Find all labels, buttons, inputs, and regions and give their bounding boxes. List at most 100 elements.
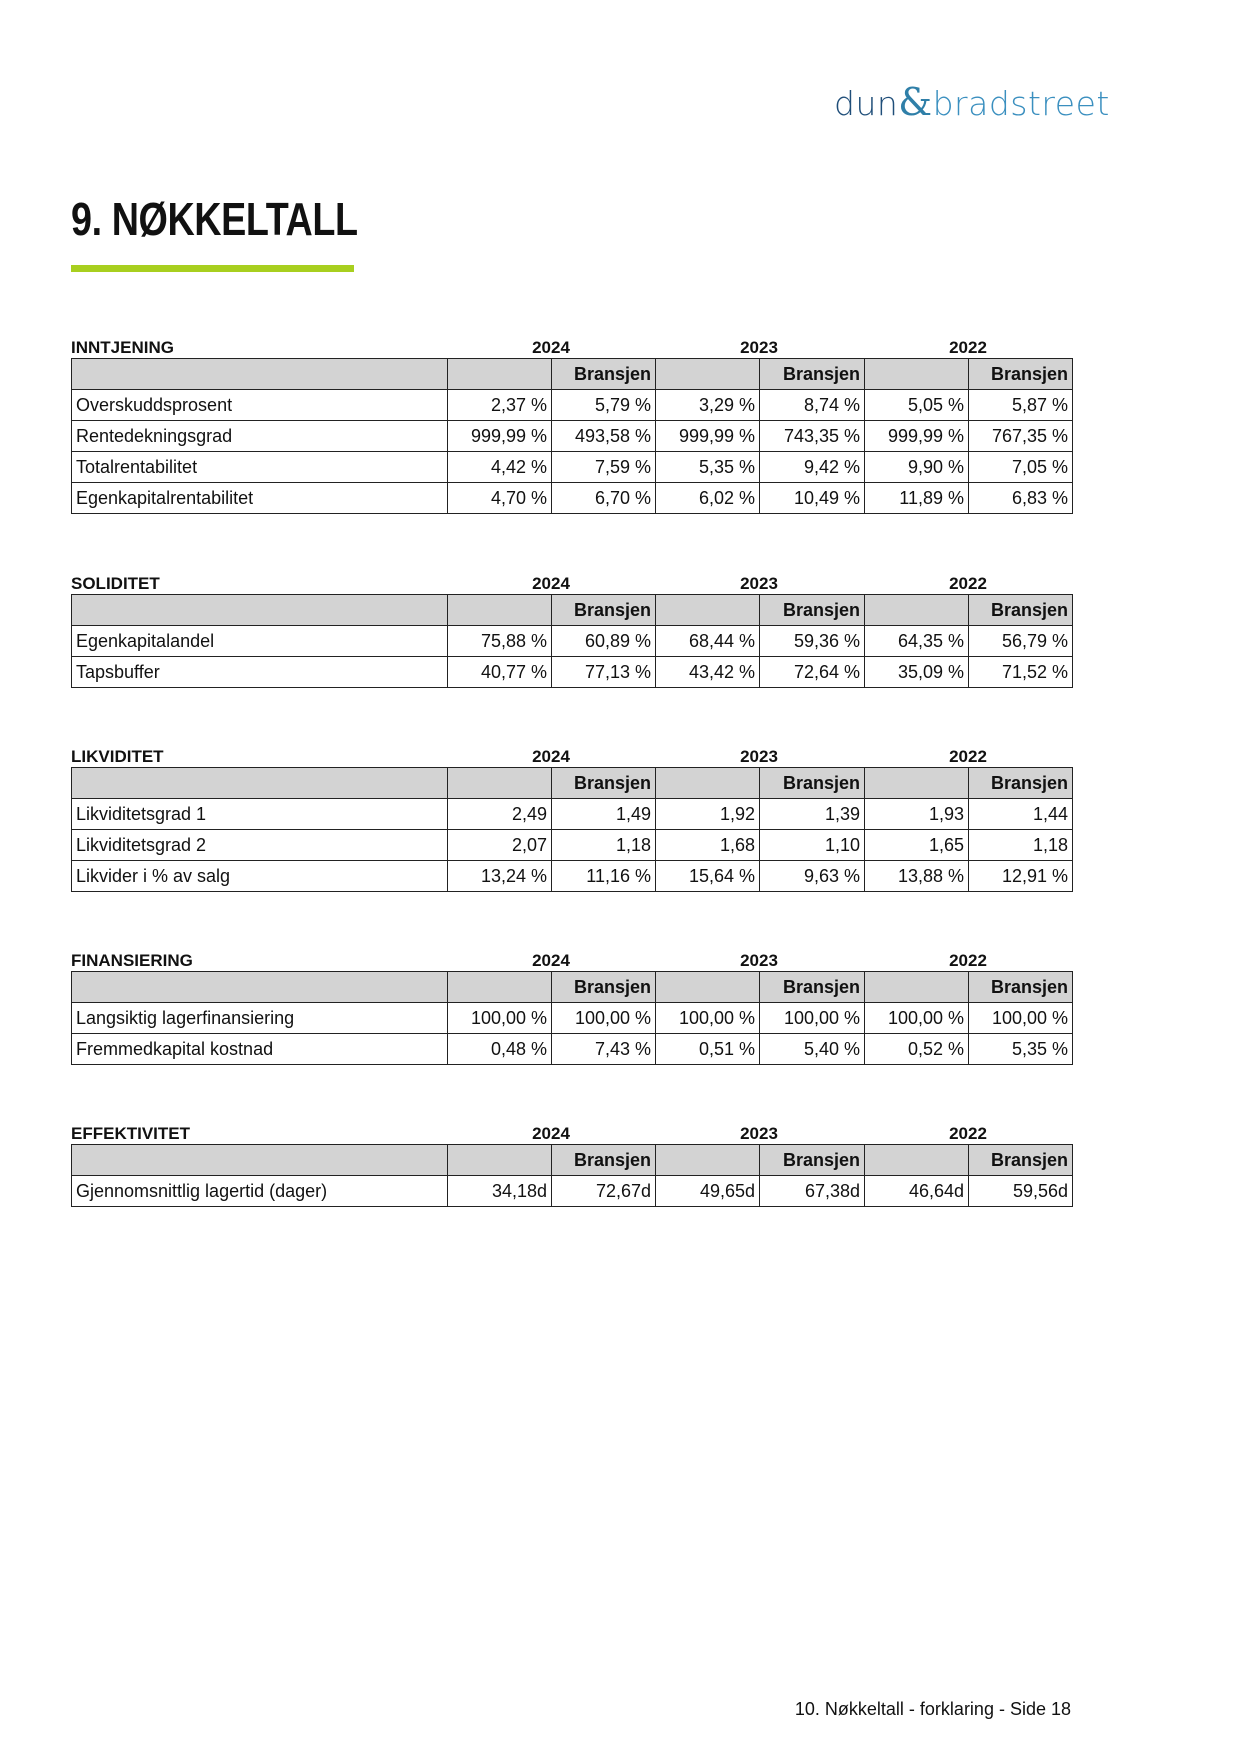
- year-header: 2023: [740, 338, 778, 357]
- value-cell: 64,35 %: [864, 625, 969, 657]
- value-cell: 1,93: [864, 798, 969, 830]
- row-label: Egenkapitalandel: [71, 625, 448, 657]
- year-header: 2023: [740, 951, 778, 970]
- value-cell: 4,42 %: [447, 451, 552, 483]
- header-bransjen: Bransjen: [759, 971, 865, 1003]
- header-bransjen: Bransjen: [759, 358, 865, 390]
- header-bransjen: Bransjen: [968, 971, 1073, 1003]
- year-header: 2023: [740, 747, 778, 766]
- value-cell: 15,64 %: [655, 860, 760, 892]
- value-cell: 6,70 %: [551, 482, 656, 514]
- year-header: 2024: [532, 338, 570, 357]
- value-cell: 100,00 %: [968, 1002, 1073, 1034]
- table-header-row: Bransjen Bransjen Bransjen: [71, 1144, 1073, 1176]
- header-bransjen: Bransjen: [968, 767, 1073, 799]
- value-cell: 72,67d: [551, 1175, 656, 1207]
- value-cell: 1,44: [968, 798, 1073, 830]
- header-bransjen: Bransjen: [551, 1144, 656, 1176]
- section-finansiering: FINANSIERING 2024 2023 2022 Bransjen Bransjen…: [71, 951, 1073, 1065]
- row-label: Totalrentabilitet: [71, 451, 448, 483]
- header-bransjen: Bransjen: [968, 1144, 1073, 1176]
- section-title: FINANSIERING: [71, 951, 193, 970]
- value-cell: 40,77 %: [447, 656, 552, 688]
- key-figures-table: Bransjen Bransjen Bransjen Langsiktig lager…: [71, 971, 1073, 1065]
- section-effektivitet: EFFEKTIVITET 2024 2023 2022 Bransjen Bransjen…: [71, 1124, 1073, 1207]
- key-figures-table: Bransjen Bransjen Bransjen Likviditetsgrad …: [71, 767, 1073, 892]
- value-cell: 59,36 %: [759, 625, 865, 657]
- header-cell: [864, 971, 969, 1003]
- value-cell: 13,24 %: [447, 860, 552, 892]
- header-cell: [864, 358, 969, 390]
- header-bransjen: Bransjen: [551, 971, 656, 1003]
- value-cell: 1,92: [655, 798, 760, 830]
- header-cell: [655, 594, 760, 626]
- header-bransjen: Bransjen: [759, 767, 865, 799]
- header-bransjen: Bransjen: [551, 594, 656, 626]
- value-cell: 5,87 %: [968, 389, 1073, 421]
- value-cell: 9,42 %: [759, 451, 865, 483]
- page-footer: 10. Nøkkeltall - forklaring - Side 18: [794, 1699, 1071, 1719]
- value-cell: 5,35 %: [968, 1033, 1073, 1065]
- header-bransjen: Bransjen: [551, 358, 656, 390]
- table-header-row: Bransjen Bransjen Bransjen: [71, 971, 1073, 1003]
- header-cell: [447, 358, 552, 390]
- year-header: 2022: [949, 951, 987, 970]
- year-header: 2022: [949, 747, 987, 766]
- table-row: Rentedekningsgrad 999,99 % 493,58 % 999,99 …: [71, 420, 1073, 452]
- value-cell: 1,49: [551, 798, 656, 830]
- value-cell: 5,05 %: [864, 389, 969, 421]
- value-cell: 68,44 %: [655, 625, 760, 657]
- year-header: 2022: [949, 1124, 987, 1143]
- header-cell: [655, 971, 760, 1003]
- value-cell: 2,07: [447, 829, 552, 861]
- value-cell: 5,35 %: [655, 451, 760, 483]
- value-cell: 56,79 %: [968, 625, 1073, 657]
- dun-bradstreet-logo: dun&bradstreet: [834, 80, 1110, 124]
- year-header: 2022: [949, 338, 987, 357]
- header-cell: [71, 971, 448, 1003]
- value-cell: 1,18: [551, 829, 656, 861]
- table-row: Gjennomsnittlig lagertid (dager) 34,18d 72…: [71, 1175, 1073, 1207]
- row-label: Likvider i % av salg: [71, 860, 448, 892]
- value-cell: 2,37 %: [447, 389, 552, 421]
- value-cell: 71,52 %: [968, 656, 1073, 688]
- header-bransjen: Bransjen: [968, 358, 1073, 390]
- value-cell: 5,40 %: [759, 1033, 865, 1065]
- header-cell: [447, 971, 552, 1003]
- value-cell: 13,88 %: [864, 860, 969, 892]
- table-row: Langsiktig lagerfinansiering 100,00 % 100,…: [71, 1002, 1073, 1034]
- table-header-row: Bransjen Bransjen Bransjen: [71, 594, 1073, 626]
- value-cell: 0,51 %: [655, 1033, 760, 1065]
- header-cell: [71, 358, 448, 390]
- value-cell: 59,56d: [968, 1175, 1073, 1207]
- value-cell: 0,48 %: [447, 1033, 552, 1065]
- value-cell: 767,35 %: [968, 420, 1073, 452]
- row-label: Likviditetsgrad 2: [71, 829, 448, 861]
- table-row: Likviditetsgrad 1 2,49 1,49 1,92 1,39 1,93 1,4…: [71, 798, 1073, 830]
- value-cell: 743,35 %: [759, 420, 865, 452]
- header-bransjen: Bransjen: [968, 594, 1073, 626]
- section-title: LIKVIDITET: [71, 747, 164, 766]
- value-cell: 1,68: [655, 829, 760, 861]
- value-cell: 46,64d: [864, 1175, 969, 1207]
- value-cell: 11,16 %: [551, 860, 656, 892]
- year-header: 2022: [949, 574, 987, 593]
- value-cell: 7,43 %: [551, 1033, 656, 1065]
- value-cell: 100,00 %: [759, 1002, 865, 1034]
- key-figures-table: Bransjen Bransjen Bransjen Gjennomsnittlig …: [71, 1144, 1073, 1207]
- value-cell: 43,42 %: [655, 656, 760, 688]
- value-cell: 9,63 %: [759, 860, 865, 892]
- header-cell: [655, 358, 760, 390]
- table-row: Fremmedkapital kostnad 0,48 % 7,43 % 0,51 %…: [71, 1033, 1073, 1065]
- table-row: Egenkapitalandel 75,88 % 60,89 % 68,44 % 59,…: [71, 625, 1073, 657]
- year-header: 2023: [740, 574, 778, 593]
- value-cell: 4,70 %: [447, 482, 552, 514]
- value-cell: 100,00 %: [551, 1002, 656, 1034]
- value-cell: 7,05 %: [968, 451, 1073, 483]
- value-cell: 100,00 %: [864, 1002, 969, 1034]
- table-header-row: Bransjen Bransjen Bransjen: [71, 358, 1073, 390]
- table-row: Likvider i % av salg 13,24 % 11,16 % 15,64 …: [71, 860, 1073, 892]
- table-header-row: Bransjen Bransjen Bransjen: [71, 767, 1073, 799]
- year-header: 2023: [740, 1124, 778, 1143]
- value-cell: 12,91 %: [968, 860, 1073, 892]
